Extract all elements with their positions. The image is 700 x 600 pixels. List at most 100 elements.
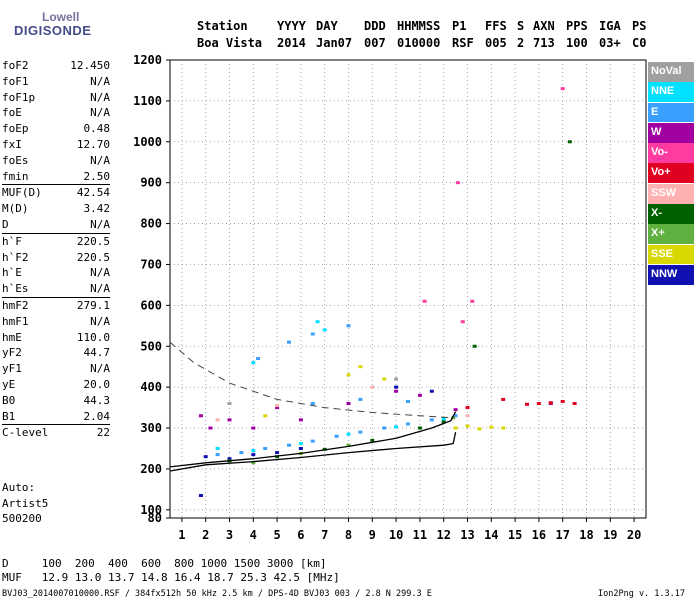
echo-point-sse (501, 426, 506, 430)
param-name: h`E (2, 266, 22, 280)
param-row: fmin 2.50 (2, 169, 110, 185)
x-tick-label: 12 (436, 528, 450, 542)
param-name: yF1 (2, 362, 22, 376)
param-name: foF1 (2, 74, 29, 88)
echo-point-w (208, 426, 213, 430)
param-name: yF2 (2, 346, 22, 360)
x-tick-label: 3 (226, 528, 233, 542)
digisonde-logo: Lowell DIGISONDE (4, 10, 124, 44)
param-name: MUF(D) (2, 186, 42, 200)
logo-line2: DIGISONDE (14, 23, 92, 38)
distance-row: D 100 200 400 600 800 1000 1500 3000 [km… (2, 557, 327, 570)
echo-point-noval (227, 402, 232, 405)
program-version: Ion2Png v. 1.3.17 (598, 589, 685, 599)
echo-point-x+ (251, 461, 256, 465)
param-row: B1 2.04 (2, 409, 110, 425)
x-tick-label: 1 (178, 528, 185, 542)
param-row: hmF1 N/A (2, 314, 110, 330)
echo-point-ssw (215, 418, 220, 422)
param-name: foF1p (2, 90, 36, 104)
plot-frame (169, 59, 647, 519)
polarization-legend: NoVal NNE E W Vo- Vo+ SSW X- X+ SSE NNW (648, 62, 694, 285)
param-name: fmin (2, 169, 29, 183)
param-name: hmF1 (2, 314, 29, 328)
echo-point-w (417, 393, 422, 397)
y-tick-label: 100 (140, 503, 162, 517)
param-value: 12.450 (70, 59, 110, 72)
param-value: N/A (90, 266, 110, 280)
legend-item-xminus: X- (648, 204, 694, 224)
echo-point-e (239, 451, 244, 455)
y-tick-label: 700 (140, 257, 162, 271)
echo-point-e (358, 430, 363, 434)
param-row: foEs N/A (2, 153, 110, 169)
x-tick-label: 5 (273, 528, 280, 542)
param-value: 3.42 (83, 202, 111, 216)
param-row: yE 20.0 (2, 377, 110, 393)
y-tick-label: 1000 (133, 135, 162, 149)
muf-row: MUF 12.9 13.0 13.7 14.8 16.4 18.7 25.3 4… (2, 571, 340, 584)
echo-point-w (346, 402, 351, 405)
ionogram-parameters: foF2 12.450 foF1 N/A foF1p N/A foE N/A foEp 0.48 f… (2, 58, 110, 441)
echo-point-nnw (227, 457, 232, 461)
param-row: h`F 220.5 (2, 232, 110, 250)
param-name: hmF2 (2, 298, 29, 312)
param-row: h`F2 220.5 (2, 250, 110, 266)
echo-point-e (406, 422, 410, 426)
echo-point-w (453, 408, 458, 412)
param-row: MUF(D) 42.54 (2, 184, 110, 201)
header-row2-field: 2014 (277, 36, 306, 50)
legend-item-nnw: NNW (648, 264, 694, 285)
param-value: N/A (90, 314, 110, 328)
param-value: N/A (90, 74, 110, 88)
x-tick-label: 6 (297, 528, 304, 542)
legend-item-xplus: X+ (648, 224, 694, 245)
echo-point-sse (382, 377, 387, 381)
header-row1-field: AXN (533, 19, 555, 33)
legend-item-noval: NoVal (648, 62, 694, 82)
echo-point-vo- (460, 320, 465, 324)
x-tick-label: 20 (627, 528, 641, 542)
y-tick-label: 200 (140, 462, 162, 476)
echo-point-w (275, 406, 280, 410)
echo-point-vo+ (525, 402, 529, 406)
header-row1-field: PS (632, 19, 647, 33)
echo-point-nnw (275, 451, 280, 455)
echo-point-x- (417, 426, 422, 430)
echo-point-e (453, 414, 458, 418)
param-name: fxI (2, 137, 22, 151)
header-row1-field: YYYY (277, 19, 306, 33)
header-row1-field: P1 (452, 19, 467, 33)
echo-point-x- (472, 344, 477, 348)
echo-point-e (287, 340, 291, 344)
x-tick-label: 9 (369, 528, 376, 542)
param-value: 42.54 (76, 186, 110, 200)
artist-label: Artist5 (2, 496, 49, 510)
legend-item-voplus: Vo+ (648, 163, 694, 184)
auto-label: Auto: (2, 481, 36, 494)
scaled-trace (169, 411, 457, 468)
param-name: h`F (2, 234, 22, 248)
y-tick-label: 300 (140, 421, 162, 435)
echo-point-vo- (422, 299, 427, 303)
header-row1-field: DAY (316, 19, 338, 33)
x-tick-label: 16 (532, 528, 546, 542)
x-tick-label: 8 (345, 528, 352, 542)
echo-point-sse (263, 414, 268, 418)
param-name: B1 (2, 409, 16, 423)
legend-item-e: E (648, 102, 694, 123)
header-row2-field: C0 (632, 36, 647, 50)
echo-point-w (198, 414, 203, 418)
header-row2-field: RSF (452, 36, 474, 50)
param-row: h`E N/A (2, 265, 110, 281)
x-tick-label: 18 (579, 528, 593, 542)
param-name: yE (2, 377, 16, 391)
header-row1-field: DDD (364, 19, 386, 33)
param-value: N/A (90, 106, 110, 120)
echo-point-e (346, 324, 351, 328)
echo-point-vo+ (560, 399, 565, 403)
param-value: 110.0 (76, 330, 110, 344)
echo-point-nnw (394, 385, 399, 389)
param-name: foEs (2, 153, 29, 167)
param-row: foEp 0.48 (2, 121, 110, 137)
